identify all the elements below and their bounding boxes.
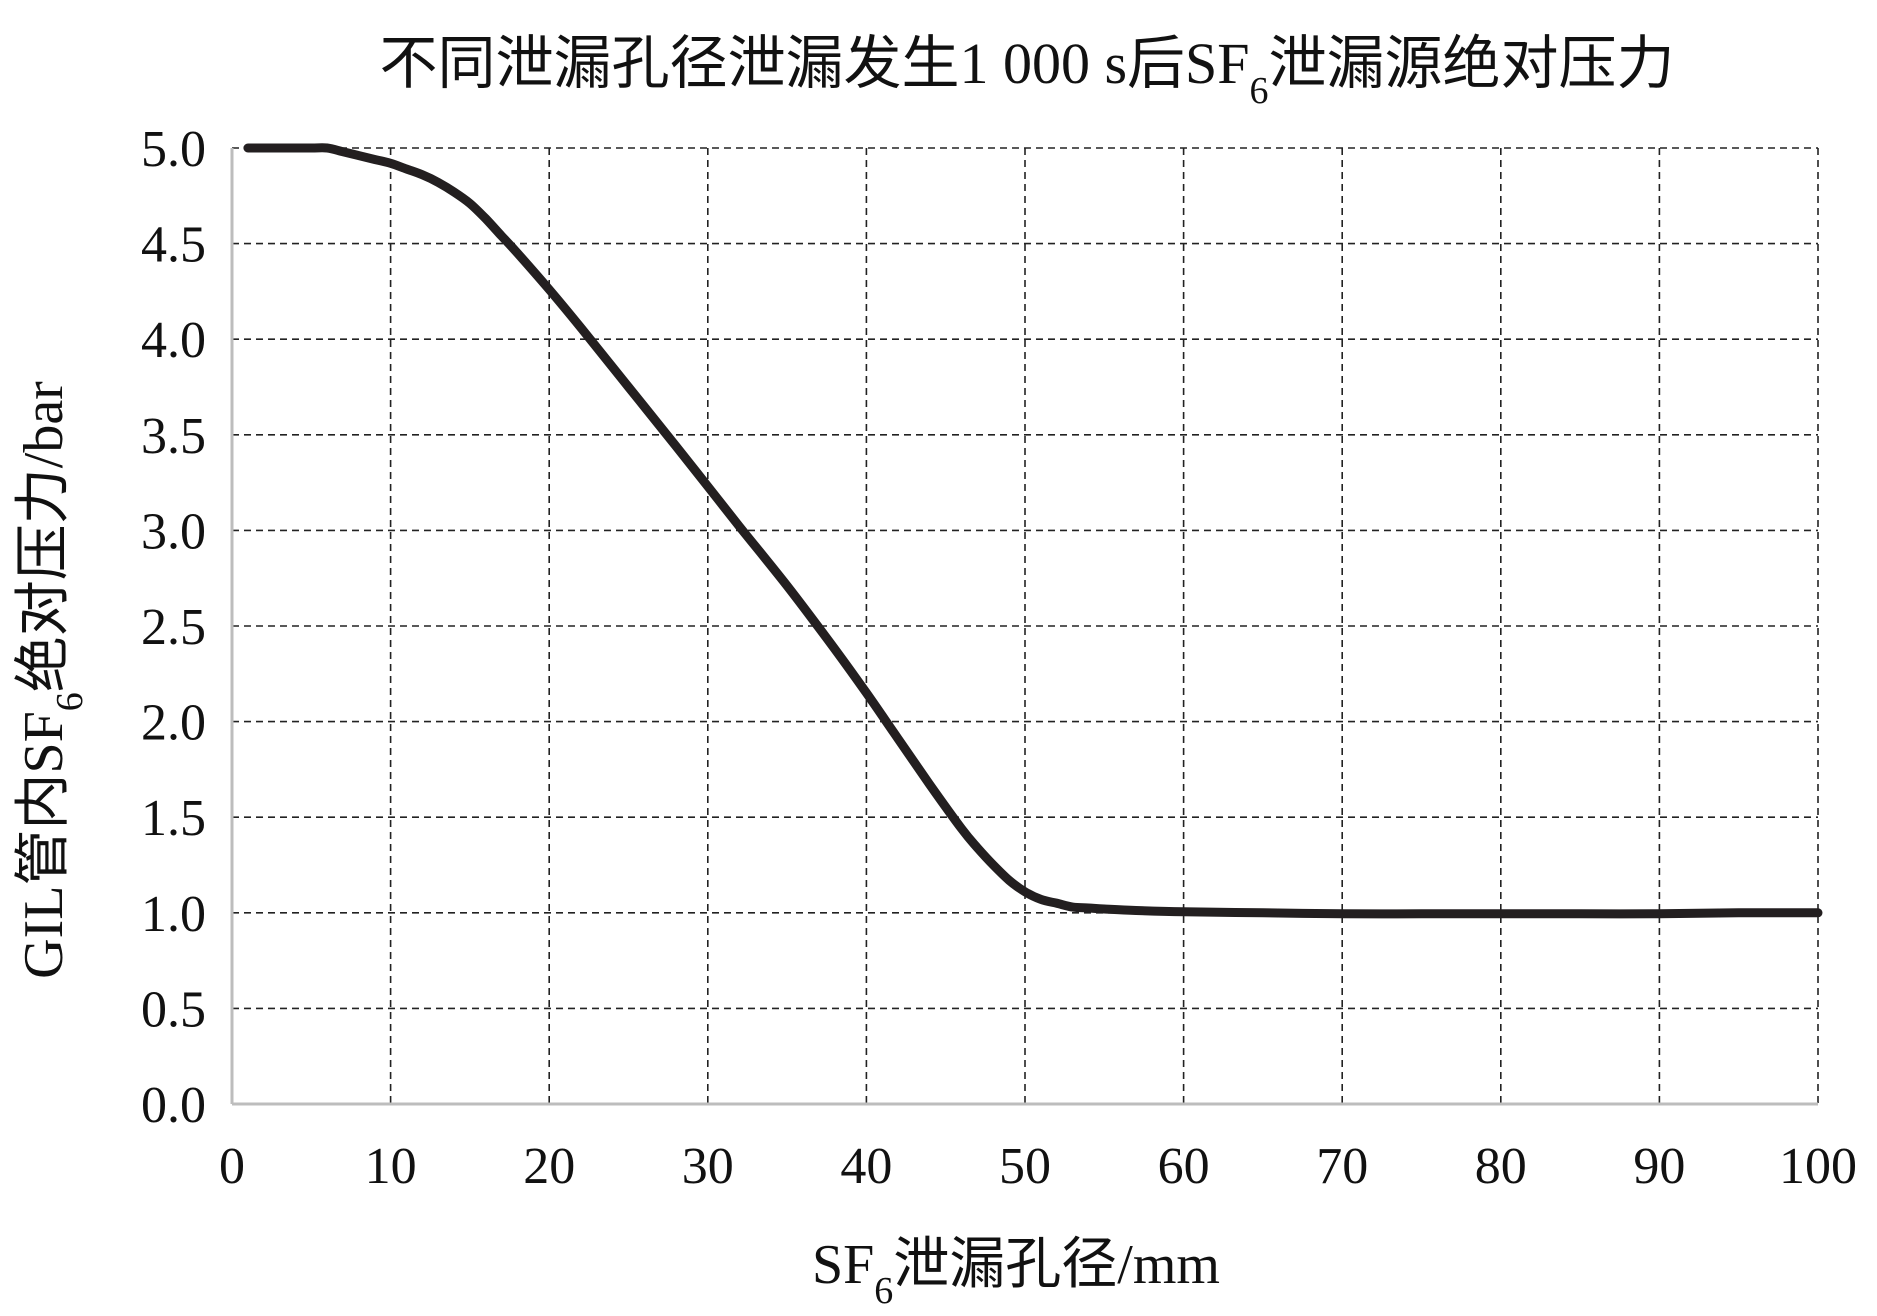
- chart-title: 不同泄漏孔径泄漏发生1 000 s后SF6泄漏源绝对压力: [379, 31, 1674, 112]
- x-tick-labels: 0 10 20 30 40 50 60 70 80 90 100: [219, 1138, 1857, 1195]
- y-tick-label: 1.5: [141, 790, 206, 847]
- series-group: [243, 143, 1823, 919]
- x-axis-label-subscript: 6: [874, 1270, 893, 1312]
- x-tick-label: 100: [1779, 1138, 1857, 1195]
- series-line: [243, 143, 1823, 919]
- y-tick-label: 5.0: [141, 121, 206, 178]
- y-tick-label: 1.0: [141, 886, 206, 943]
- y-axis-label-tail: 绝对压力/bar: [13, 381, 75, 692]
- x-tick-label: 60: [1158, 1138, 1210, 1195]
- y-tick-label: 3.5: [141, 408, 206, 465]
- y-tick-label: 0.0: [141, 1077, 206, 1134]
- axes: [230, 148, 1818, 1106]
- y-axis-label-main: GIL管内SF: [13, 711, 75, 979]
- x-tick-label: 20: [523, 1138, 575, 1195]
- y-tick-label: 2.5: [141, 599, 206, 656]
- x-tick-label: 90: [1633, 1138, 1685, 1195]
- x-tick-label: 70: [1316, 1138, 1368, 1195]
- x-axis-label-main: SF: [812, 1234, 874, 1296]
- x-tick-label: 40: [840, 1138, 892, 1195]
- y-tick-label: 2.0: [141, 695, 206, 752]
- chart-title-main: 不同泄漏孔径泄漏发生1 000 s后SF: [379, 31, 1249, 96]
- y-tick-label: 0.5: [141, 981, 206, 1038]
- x-tick-label: 50: [999, 1138, 1051, 1195]
- grid-lines: [232, 147, 1819, 1104]
- x-tick-label: 30: [682, 1138, 734, 1195]
- chart-title-subscript: 6: [1250, 70, 1269, 112]
- y-tick-label: 4.0: [141, 312, 206, 369]
- x-tick-label: 10: [365, 1138, 417, 1195]
- y-tick-labels: 0.0 0.5 1.0 1.5 2.0 2.5 3.0 3.5 4.0 4.5 5.0: [141, 121, 206, 1134]
- y-axis-label: GIL管内SF6绝对压力/bar: [13, 381, 91, 979]
- y-axis-label-subscript: 6: [49, 692, 91, 711]
- chart-title-tail: 泄漏源绝对压力: [1269, 31, 1675, 96]
- x-tick-label: 0: [219, 1138, 245, 1195]
- y-tick-label: 3.0: [141, 503, 206, 560]
- x-axis-label-tail: 泄漏孔径/mm: [893, 1234, 1220, 1296]
- x-axis-label: SF6泄漏孔径/mm: [812, 1234, 1220, 1312]
- x-tick-label: 80: [1475, 1138, 1527, 1195]
- y-tick-label: 4.5: [141, 217, 206, 274]
